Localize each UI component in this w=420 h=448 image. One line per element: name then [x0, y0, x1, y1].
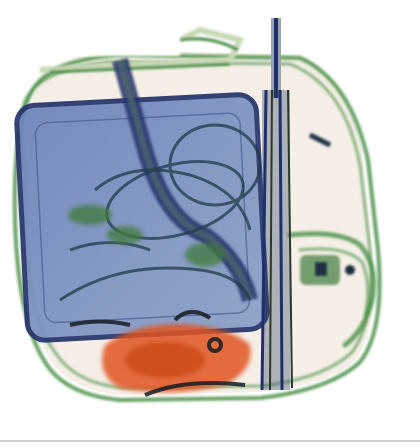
side-pocket — [300, 132, 355, 285]
handle-rods — [260, 18, 293, 391]
top-handle — [39, 26, 245, 74]
mixed-items — [68, 205, 225, 267]
metal-items — [69, 310, 246, 397]
organic-mass — [102, 324, 251, 393]
strap — [112, 57, 258, 303]
bottom-edge — [0, 440, 420, 442]
